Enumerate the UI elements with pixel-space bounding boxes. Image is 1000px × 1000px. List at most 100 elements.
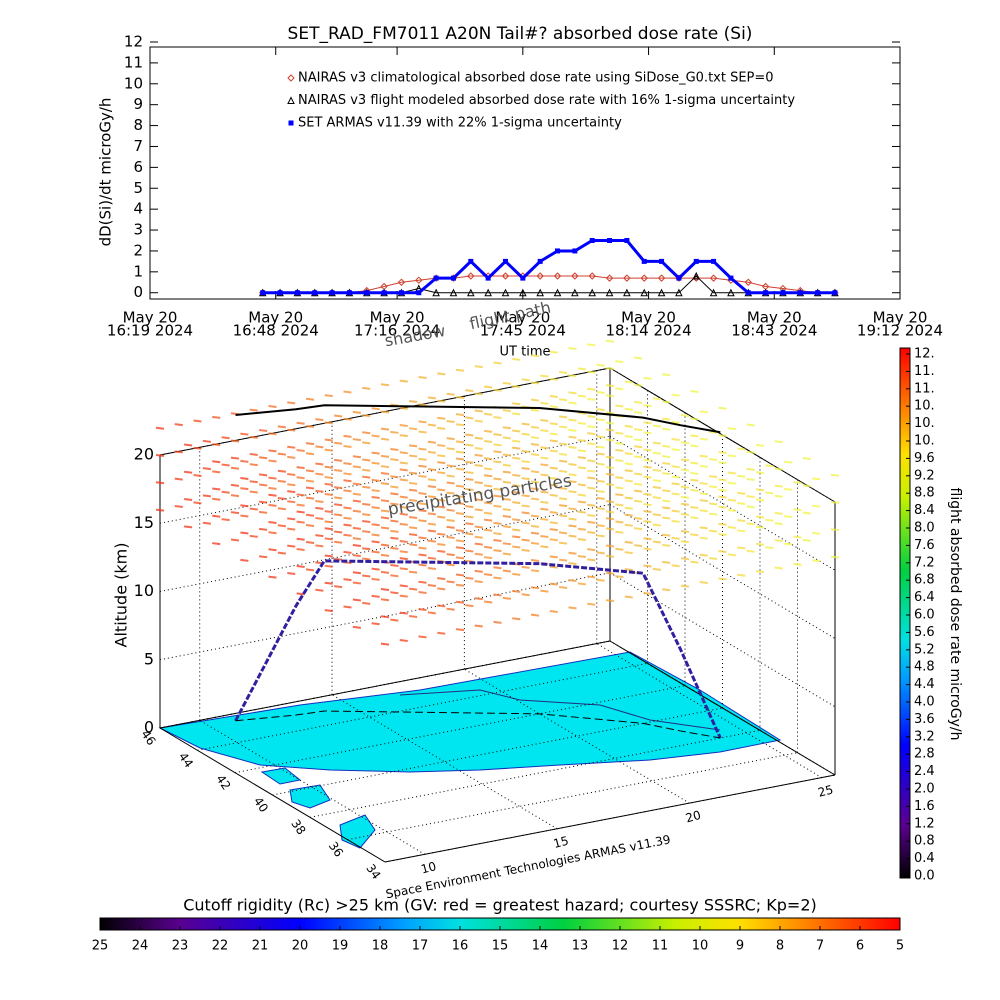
dose-dash bbox=[512, 545, 521, 549]
dose-dash bbox=[352, 499, 361, 503]
dose-dash bbox=[727, 553, 736, 557]
dose-dash bbox=[221, 436, 230, 440]
dose-dash bbox=[784, 515, 793, 519]
dose-dash bbox=[680, 485, 690, 489]
dose-dash bbox=[643, 404, 652, 408]
dose-dash bbox=[380, 410, 390, 414]
dose-dash bbox=[418, 457, 427, 461]
dose-dash bbox=[540, 507, 549, 511]
dose-dash bbox=[643, 465, 652, 469]
dose-dash bbox=[305, 513, 315, 517]
dose-dash bbox=[371, 622, 380, 626]
dose-dash bbox=[662, 373, 671, 377]
colorbar-tick-label: 19 bbox=[332, 939, 349, 954]
colorbar-tick-label: 9.6 bbox=[914, 451, 935, 466]
dose-dash bbox=[680, 413, 690, 417]
dose-dash bbox=[671, 437, 680, 441]
dose-dash bbox=[559, 370, 568, 374]
dose-dash bbox=[371, 451, 380, 455]
dose-dash bbox=[746, 505, 755, 509]
lat-tick-label: 40 bbox=[251, 794, 271, 815]
dose-dash bbox=[502, 463, 511, 467]
dose-dash bbox=[699, 553, 708, 557]
dose-dash bbox=[399, 451, 408, 455]
dose-dash bbox=[277, 507, 286, 511]
grid-line bbox=[347, 752, 798, 841]
dose-dash bbox=[812, 559, 821, 563]
dose-dash bbox=[230, 466, 240, 470]
dose-dash bbox=[352, 509, 361, 513]
dose-dash bbox=[287, 428, 296, 432]
marker bbox=[553, 288, 562, 297]
dose-dash bbox=[465, 515, 474, 519]
dose-dash bbox=[727, 471, 736, 475]
x-tick-label: 16:48 2024 bbox=[233, 322, 319, 340]
dose-dash bbox=[409, 516, 418, 519]
dose-dash bbox=[521, 477, 530, 481]
dose-dash bbox=[324, 475, 333, 479]
dose-dash bbox=[343, 523, 352, 527]
grid-line bbox=[159, 435, 611, 524]
dose-dash bbox=[652, 540, 661, 544]
dose-dash bbox=[559, 531, 568, 535]
dose-dash bbox=[493, 433, 502, 437]
dose-dash bbox=[634, 438, 643, 442]
dose-dash bbox=[315, 517, 324, 521]
dose-dash bbox=[427, 611, 436, 615]
dose-dash bbox=[652, 441, 661, 445]
dose-dash bbox=[362, 441, 371, 445]
marker bbox=[287, 96, 295, 104]
dose-dash bbox=[484, 412, 493, 416]
dose-dash bbox=[765, 518, 774, 522]
dose-dash bbox=[493, 538, 502, 542]
dose-dash bbox=[380, 437, 390, 441]
dose-dash bbox=[699, 509, 708, 513]
legend-label: SET ARMAS v11.39 with 22% 1-sigma uncert… bbox=[298, 116, 622, 131]
dose-dash bbox=[334, 496, 343, 500]
dose-dash bbox=[362, 386, 371, 390]
dose-dash bbox=[493, 443, 502, 447]
dose-dash bbox=[390, 430, 399, 434]
dose-dash bbox=[399, 406, 408, 410]
dose-dash bbox=[446, 563, 455, 567]
dose-dash bbox=[484, 385, 493, 389]
dose-dash bbox=[605, 455, 615, 459]
colorbar-tick-label: 8.0 bbox=[914, 521, 935, 536]
dose-dash bbox=[409, 454, 418, 458]
dose-dash bbox=[643, 547, 652, 551]
dose-dash bbox=[484, 545, 493, 549]
dose-dash bbox=[718, 532, 727, 536]
dose-dash bbox=[521, 466, 530, 470]
dose-dash bbox=[577, 493, 586, 497]
dose-dash bbox=[212, 542, 221, 546]
dose-dash bbox=[418, 553, 427, 557]
dose-dash bbox=[624, 540, 633, 544]
dose-dash bbox=[493, 494, 502, 498]
dose-dash bbox=[455, 556, 465, 560]
dose-dash bbox=[287, 445, 296, 449]
y-tick-label: 11 bbox=[124, 53, 143, 71]
dose-dash bbox=[474, 365, 483, 369]
dose-dash bbox=[671, 393, 680, 397]
dose-dash bbox=[334, 441, 343, 445]
dose-dash bbox=[174, 477, 183, 481]
marker bbox=[520, 275, 526, 281]
dose-dash bbox=[559, 459, 568, 463]
colorbar-tick-label: 22 bbox=[212, 939, 229, 954]
dose-dash bbox=[427, 450, 436, 454]
dose-dash bbox=[259, 473, 268, 477]
dose-dash bbox=[446, 464, 455, 468]
dose-dash bbox=[596, 445, 605, 449]
dose-dash bbox=[455, 368, 465, 372]
grid-line bbox=[309, 729, 761, 818]
dose-dash bbox=[334, 585, 343, 589]
dose-dash bbox=[746, 549, 755, 553]
dose-dash bbox=[737, 447, 746, 451]
colorbar-tick-label: 2.8 bbox=[914, 747, 935, 762]
dose-dash bbox=[718, 488, 727, 492]
dose-dash bbox=[362, 530, 371, 534]
dose-dash bbox=[437, 399, 446, 403]
colorbar-tick-label: 6 bbox=[856, 939, 864, 954]
marker bbox=[623, 274, 631, 282]
dose-dash bbox=[643, 509, 652, 513]
